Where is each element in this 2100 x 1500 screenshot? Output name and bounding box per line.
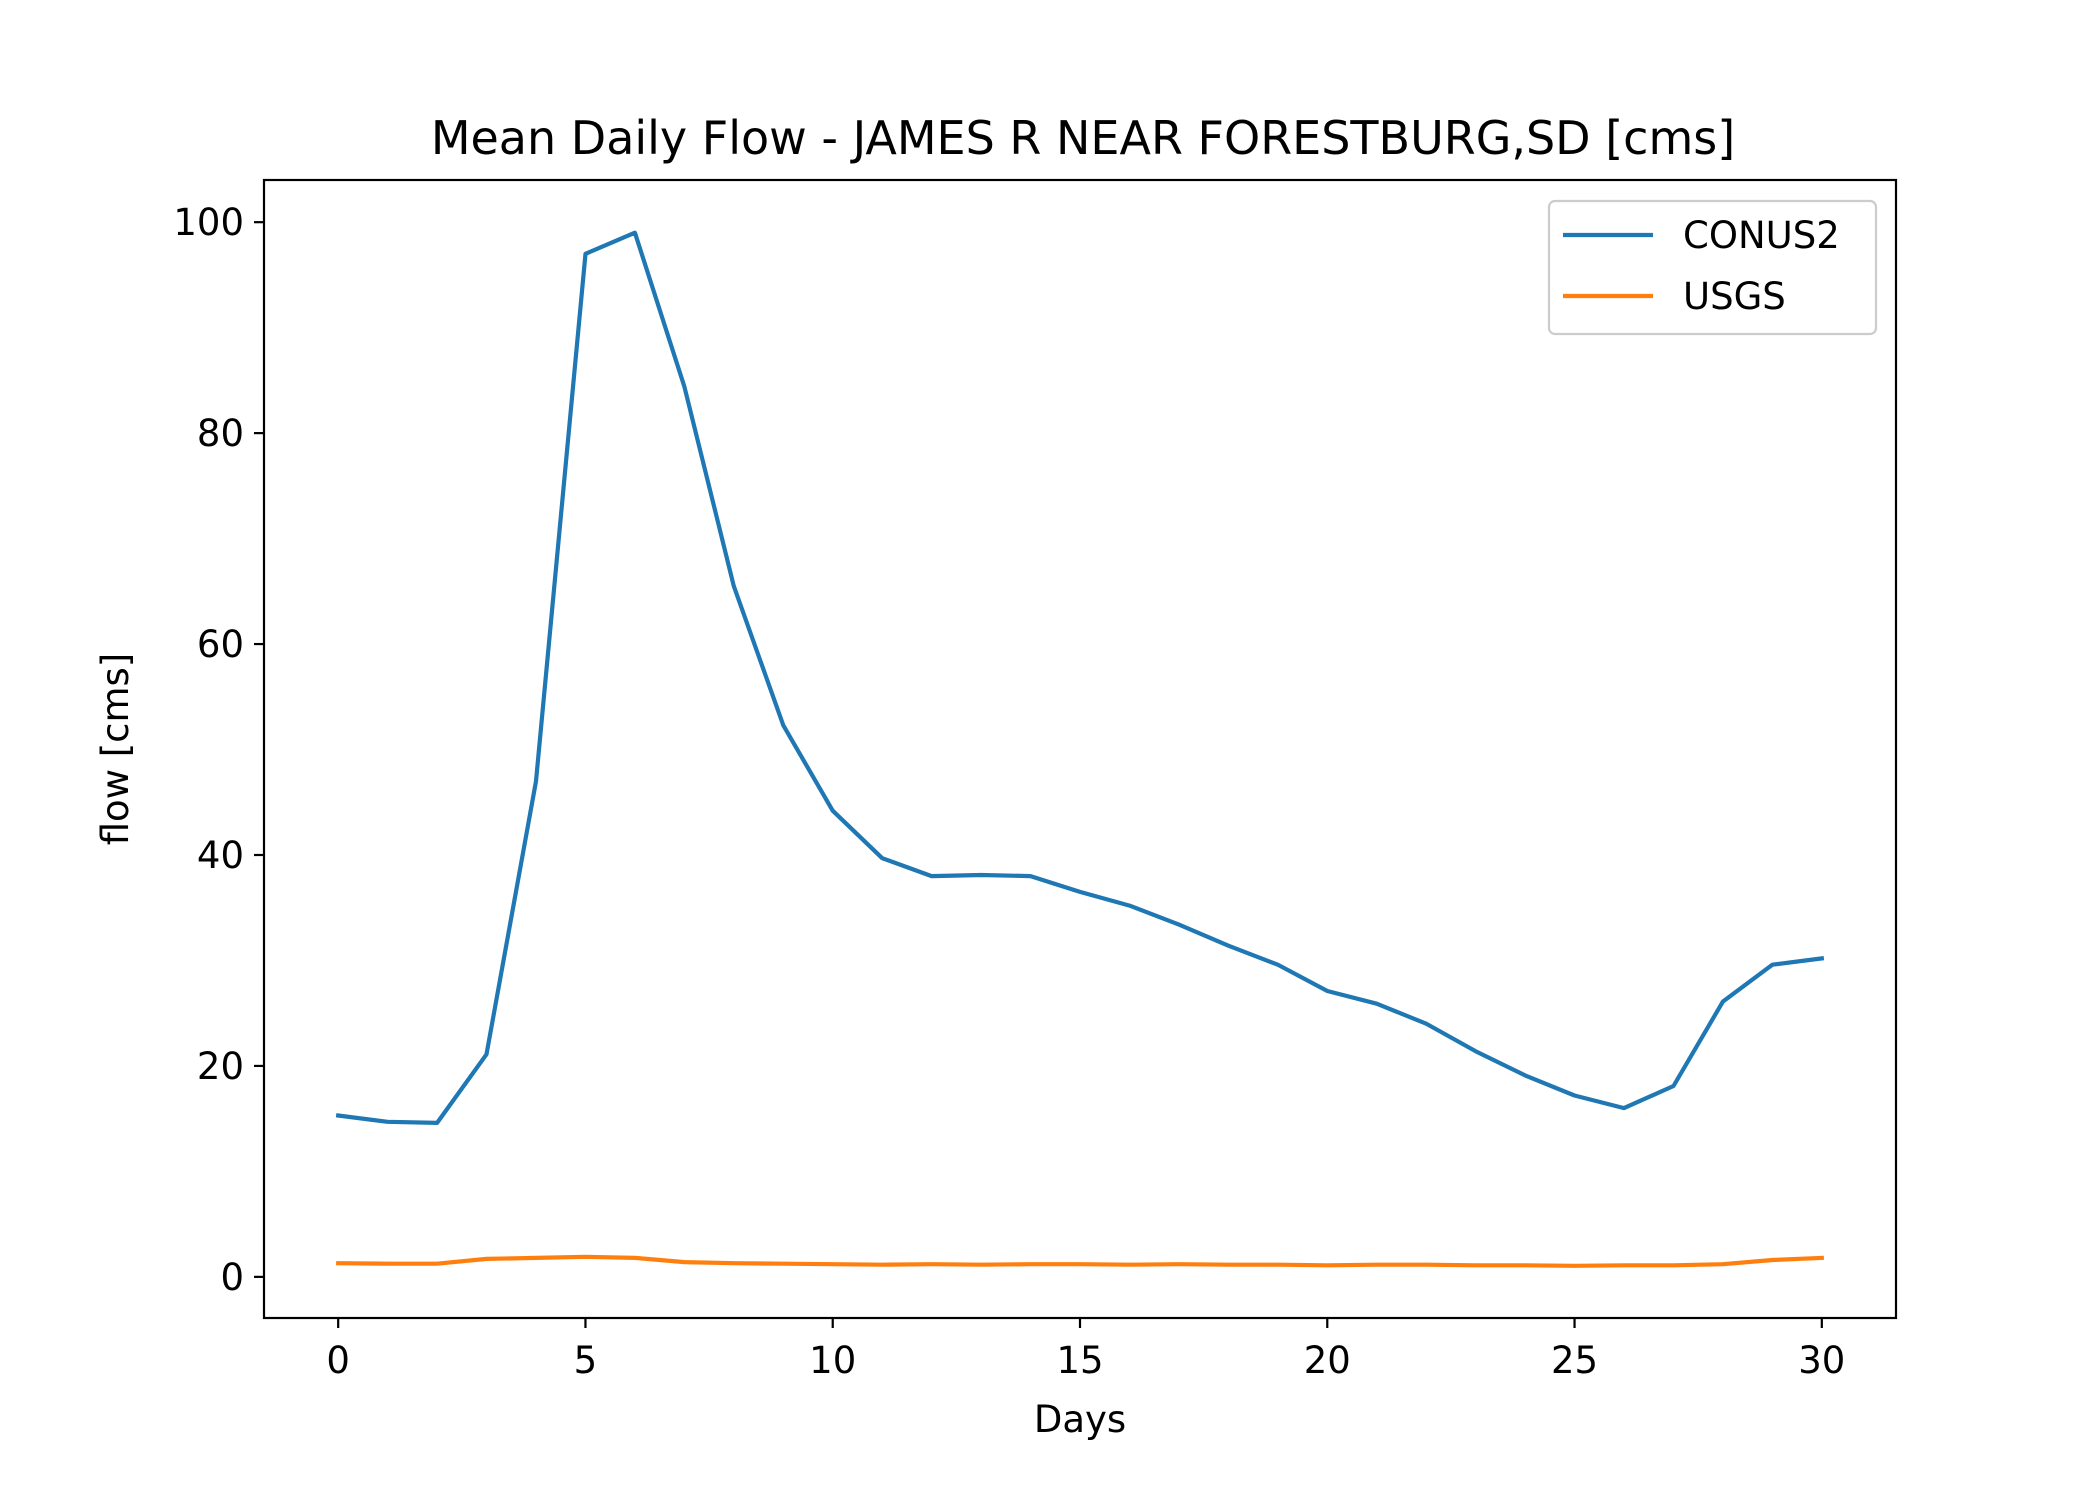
x-tick-label: 30 [1798,1339,1845,1382]
series-line-conus2 [335,230,1825,1126]
x-axis-ticks: 0 5 10 15 20 25 30 [326,1318,1845,1382]
series-line-usgs [336,1254,1824,1268]
y-tick-label: 80 [197,412,244,455]
x-tick-label: 5 [574,1339,598,1382]
y-tick-label: 0 [220,1256,244,1299]
y-tick-label: 60 [197,623,244,666]
x-tick-label: 0 [326,1339,350,1382]
y-tick-label: 100 [173,201,244,244]
x-axis-label: Days [1034,1398,1126,1441]
series-layer [335,230,1825,1268]
y-tick-label: 20 [197,1045,244,1088]
chart-title: Mean Daily Flow - JAMES R NEAR FORESTBUR… [431,111,1735,165]
y-axis-label: flow [cms] [94,653,137,846]
y-axis-ticks: 0 20 40 60 80 100 [173,201,264,1299]
x-tick-label: 10 [809,1339,856,1382]
legend-label-usgs: USGS [1683,275,1786,318]
legend-label-conus2: CONUS2 [1683,214,1840,257]
x-tick-label: 25 [1551,1339,1598,1382]
y-tick-label: 40 [197,834,244,877]
x-tick-label: 15 [1056,1339,1103,1382]
x-tick-label: 20 [1304,1339,1351,1382]
legend: CONUS2 USGS [1547,199,1878,336]
